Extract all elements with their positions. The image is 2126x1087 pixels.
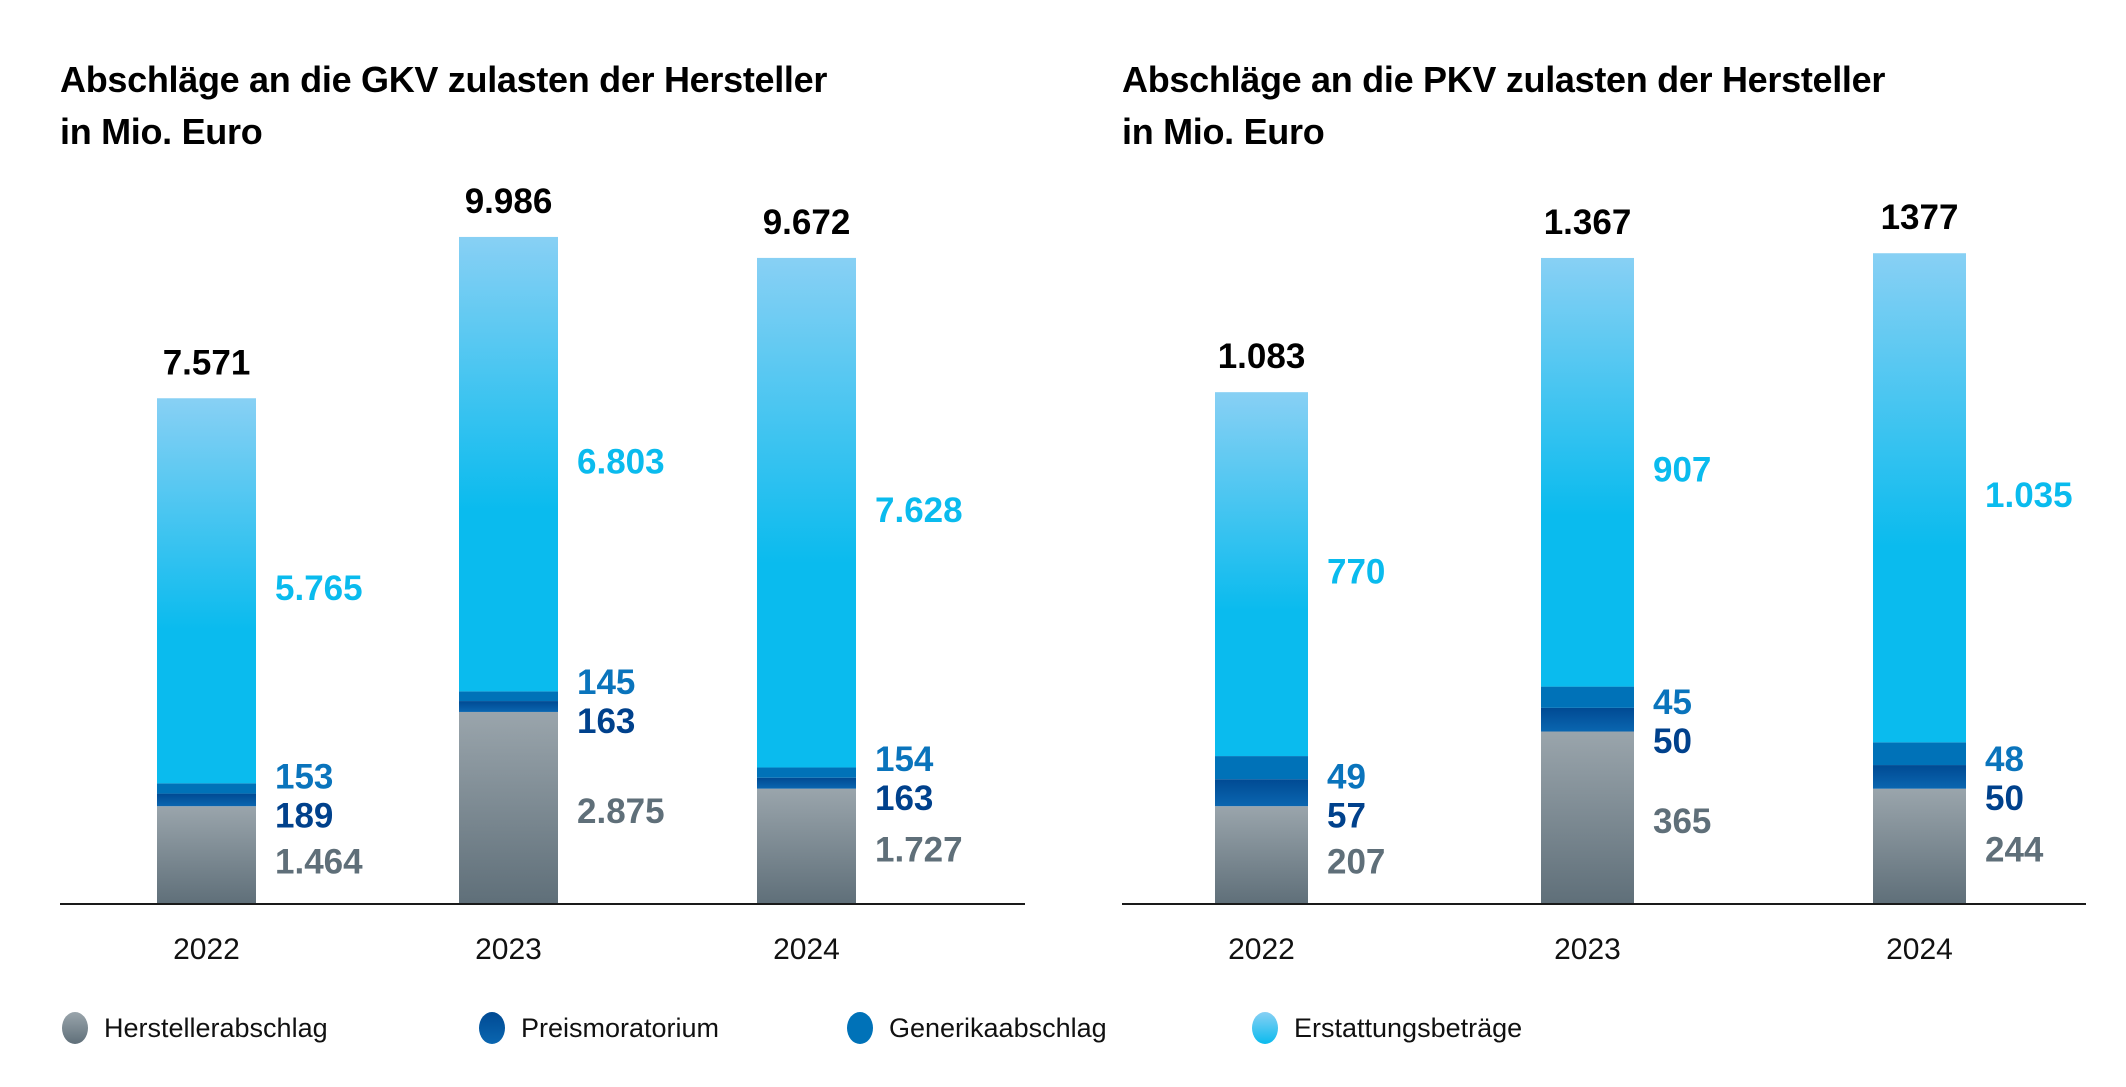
bar-segment-hersteller-2022 [157, 806, 256, 904]
total-label-2023: 1.367 [1544, 203, 1632, 242]
bar-segment-preis-2022 [1215, 779, 1308, 807]
bar-segment-hersteller-2024 [757, 788, 856, 904]
value-label-erstattung-2022: 770 [1327, 552, 1385, 591]
value-label-preis-2024: 163 [875, 779, 933, 818]
bar-segment-hersteller-2023 [1541, 731, 1634, 904]
value-label-erstattung-2024: 7.628 [875, 491, 963, 530]
value-label-hersteller-2024: 244 [1985, 831, 2044, 870]
value-label-generika-2024: 48 [1985, 740, 2024, 779]
value-label-erstattung-2022: 5.765 [275, 569, 363, 608]
x-tick-label-2024: 2024 [773, 933, 840, 966]
value-label-erstattung-2024: 1.035 [1985, 476, 2073, 515]
value-label-hersteller-2024: 1.727 [875, 831, 963, 870]
bar-segment-generika-2023 [1541, 686, 1634, 708]
value-label-generika-2024: 154 [875, 740, 934, 779]
value-label-hersteller-2023: 365 [1653, 802, 1711, 841]
bar-segment-generika-2023 [459, 691, 558, 702]
bar-segment-erstattung-2024 [757, 257, 856, 768]
legend-label: Generikaabschlag [889, 1012, 1107, 1043]
value-label-hersteller-2022: 1.464 [275, 842, 363, 881]
bar-segment-erstattung-2022 [157, 398, 256, 784]
legend-dot-generikaabschlag-icon [847, 1012, 873, 1044]
legend-item-erstattungsbetraege: Erstattungsbeträge [1252, 1008, 1522, 1048]
charts-canvas: 7.5711.4641891535.76520229.9862.87516314… [60, 182, 2086, 966]
bar-segment-generika-2022 [1215, 756, 1308, 780]
bar-segment-preis-2022 [157, 793, 256, 807]
legend: Herstellerabschlag Preismoratorium Gener… [0, 1008, 2126, 1048]
legend-label: Herstellerabschlag [104, 1012, 328, 1043]
x-tick-label-2022: 2022 [173, 933, 240, 966]
x-tick-label-2024: 2024 [1886, 933, 1953, 966]
legend-label: Preismoratorium [521, 1012, 720, 1043]
gkv-chart: 7.5711.4641891535.76520229.9862.87516314… [60, 182, 1025, 966]
bar-segment-generika-2022 [157, 783, 256, 794]
legend-dot-erstattungsbetraege-icon [1252, 1012, 1278, 1044]
legend-item-preismoratorium: Preismoratorium [479, 1008, 719, 1048]
bar-segment-erstattung-2023 [459, 236, 558, 692]
x-tick-label-2023: 2023 [1554, 933, 1621, 966]
value-label-preis-2022: 57 [1327, 796, 1366, 835]
bar-segment-preis-2023 [459, 701, 558, 712]
legend-dot-preismoratorium-icon [479, 1012, 505, 1044]
legend-label: Erstattungsbeträge [1294, 1012, 1523, 1043]
value-label-generika-2022: 49 [1327, 757, 1366, 796]
total-label-2024: 1377 [1881, 198, 1959, 237]
value-label-preis-2022: 189 [275, 796, 333, 835]
legend-item-herstellerabschlag: Herstellerabschlag [62, 1008, 328, 1048]
value-label-generika-2023: 145 [577, 663, 635, 702]
gkv-chart-title: Abschläge an die GKV zulasten der Herste… [60, 54, 827, 158]
value-label-preis-2023: 163 [577, 702, 635, 741]
value-label-preis-2024: 50 [1985, 779, 2024, 818]
bar-segment-preis-2024 [1873, 765, 1966, 789]
total-label-2024: 9.672 [763, 203, 851, 242]
gkv-title-line-1: Abschläge an die GKV zulasten der Herste… [60, 59, 828, 100]
total-label-2022: 7.571 [163, 343, 251, 382]
legend-item-generikaabschlag: Generikaabschlag [847, 1008, 1107, 1048]
value-label-hersteller-2022: 207 [1327, 842, 1385, 881]
value-label-generika-2023: 45 [1653, 683, 1692, 722]
bar-segment-preis-2024 [757, 777, 856, 789]
x-tick-label-2023: 2023 [475, 933, 542, 966]
bar-segment-erstattung-2024 [1873, 253, 1966, 743]
value-label-erstattung-2023: 907 [1653, 451, 1711, 490]
pkv-chart-title: Abschläge an die PKV zulasten der Herste… [1122, 54, 1885, 158]
bar-segment-preis-2023 [1541, 707, 1634, 732]
total-label-2022: 1.083 [1218, 337, 1306, 376]
gkv-title-line-2: in Mio. Euro [60, 111, 263, 152]
bar-segment-erstattung-2022 [1215, 392, 1308, 757]
bar-segment-hersteller-2022 [1215, 806, 1308, 904]
bar-segment-generika-2024 [1873, 742, 1966, 766]
legend-dot-herstellerabschlag-icon [62, 1012, 88, 1044]
total-label-2023: 9.986 [465, 182, 553, 221]
pkv-chart: 1.083207574977020221.3673655045907202313… [1122, 198, 2086, 966]
value-label-preis-2023: 50 [1653, 722, 1692, 761]
value-label-hersteller-2023: 2.875 [577, 792, 665, 831]
bar-segment-generika-2024 [757, 767, 856, 778]
bar-segment-hersteller-2024 [1873, 788, 1966, 904]
x-tick-label-2022: 2022 [1228, 933, 1295, 966]
value-label-erstattung-2023: 6.803 [577, 442, 665, 481]
bar-segment-erstattung-2023 [1541, 257, 1634, 687]
value-label-generika-2022: 153 [275, 757, 333, 796]
pkv-title-line-1: Abschläge an die PKV zulasten der Herste… [1122, 59, 1886, 100]
pkv-title-line-2: in Mio. Euro [1122, 111, 1325, 152]
bar-segment-hersteller-2023 [459, 711, 558, 904]
